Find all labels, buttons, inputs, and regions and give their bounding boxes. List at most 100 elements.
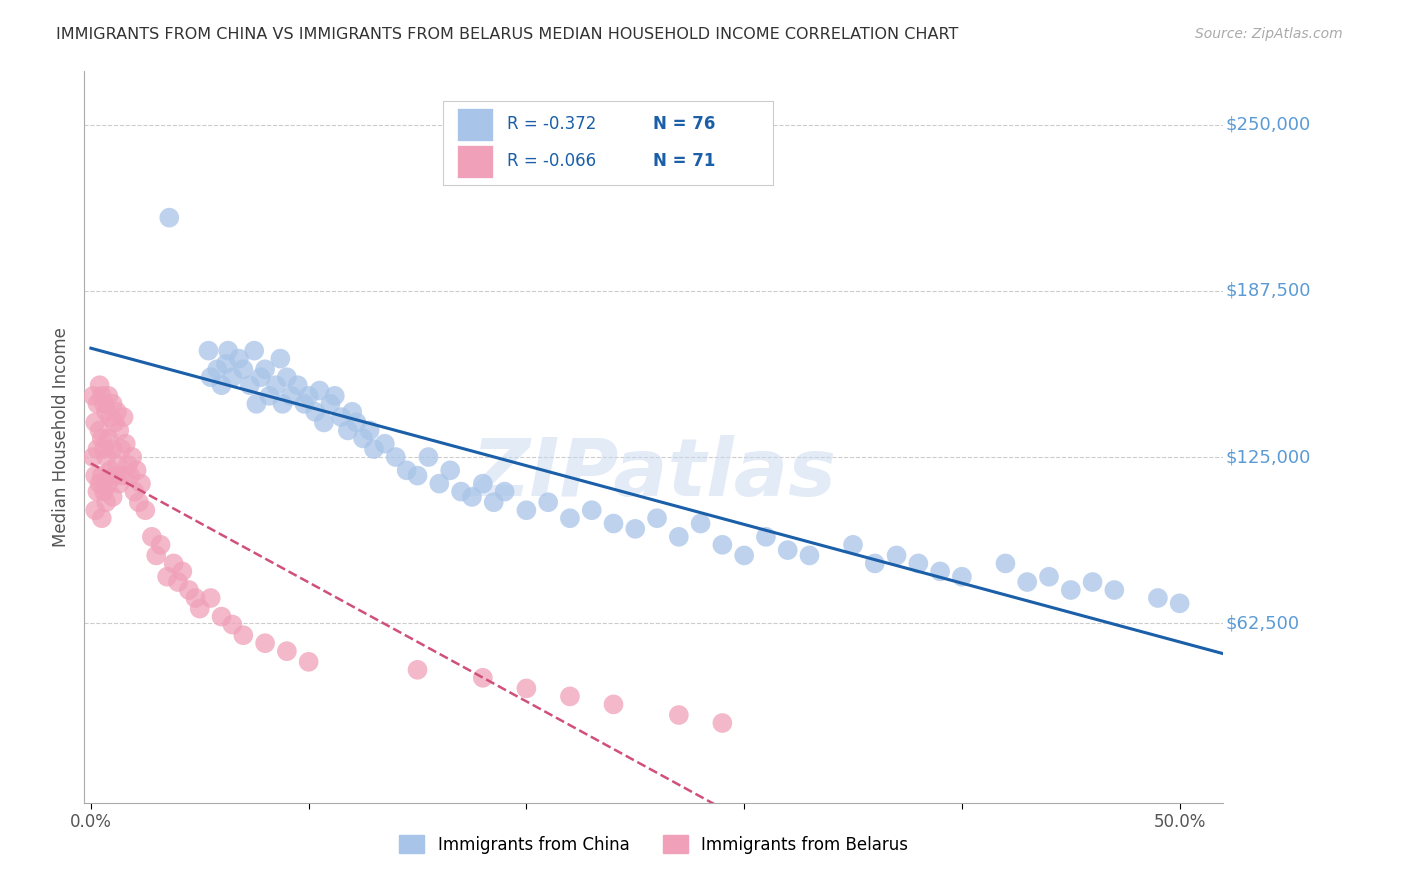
Point [110, 442, 132, 456]
Point [141, 530, 163, 544]
Point [94, 405, 117, 419]
Point [100, 463, 122, 477]
Point [776, 543, 799, 558]
Point [482, 495, 505, 509]
Point [124, 484, 146, 499]
Point [232, 628, 254, 642]
Text: $62,500: $62,500 [1226, 615, 1299, 632]
Text: ZIPatlas: ZIPatlas [471, 434, 837, 513]
Point [471, 671, 494, 685]
Point [863, 557, 886, 571]
Point [94, 450, 117, 464]
FancyBboxPatch shape [443, 101, 773, 185]
Point [581, 503, 603, 517]
Point [105, 405, 128, 419]
Point [90, 389, 112, 403]
Point [471, 476, 494, 491]
Point [907, 557, 929, 571]
Point [101, 397, 124, 411]
Point [112, 468, 135, 483]
Text: $187,500: $187,500 [1226, 282, 1310, 300]
Point [200, 370, 222, 384]
Point [254, 362, 277, 376]
Point [461, 490, 484, 504]
Point [211, 609, 233, 624]
Point [711, 716, 734, 731]
Point [205, 362, 228, 376]
Point [184, 591, 207, 605]
Point [276, 644, 298, 658]
Point [439, 463, 461, 477]
Point [340, 405, 363, 419]
Point [104, 416, 127, 430]
Point [304, 405, 326, 419]
Point [100, 410, 122, 425]
Point [269, 351, 291, 366]
Point [330, 410, 353, 425]
Point [145, 549, 167, 563]
Point [689, 516, 711, 531]
Point [217, 343, 239, 358]
Point [1147, 591, 1170, 605]
Point [515, 681, 537, 696]
Point [93, 442, 115, 456]
Point [1168, 596, 1191, 610]
Point [112, 410, 135, 425]
Point [323, 389, 346, 403]
Point [1104, 582, 1126, 597]
Point [733, 549, 755, 563]
Text: IMMIGRANTS FROM CHINA VS IMMIGRANTS FROM BELARUS MEDIAN HOUSEHOLD INCOME CORRELA: IMMIGRANTS FROM CHINA VS IMMIGRANTS FROM… [56, 27, 959, 42]
Point [86, 442, 108, 456]
Point [249, 370, 271, 384]
Point [134, 503, 156, 517]
Point [156, 570, 179, 584]
Point [418, 450, 440, 464]
Point [101, 490, 124, 504]
Point [89, 476, 111, 491]
Point [319, 397, 342, 411]
Point [259, 389, 281, 403]
Point [82, 450, 104, 464]
Point [359, 424, 381, 438]
Point [374, 436, 396, 450]
Point [188, 601, 211, 615]
Point [602, 516, 624, 531]
Point [128, 495, 150, 509]
Point [121, 450, 143, 464]
Point [450, 484, 472, 499]
Point [101, 442, 124, 456]
Point [93, 484, 115, 499]
Point [346, 416, 368, 430]
Text: $250,000: $250,000 [1226, 116, 1310, 134]
Y-axis label: Median Household Income: Median Household Income [52, 327, 70, 547]
Point [90, 511, 112, 525]
Point [232, 362, 254, 376]
Point [84, 416, 107, 430]
Text: Source: ZipAtlas.com: Source: ZipAtlas.com [1195, 27, 1343, 41]
Point [384, 450, 406, 464]
Point [494, 484, 516, 499]
Point [427, 476, 450, 491]
Point [84, 468, 107, 483]
Point [167, 575, 190, 590]
Point [86, 397, 108, 411]
Point [239, 378, 262, 392]
Point [89, 378, 111, 392]
Point [298, 655, 321, 669]
Point [82, 389, 104, 403]
Point [117, 458, 139, 472]
FancyBboxPatch shape [457, 108, 494, 141]
Point [406, 468, 429, 483]
Point [172, 565, 194, 579]
Legend: Immigrants from China, Immigrants from Belarus: Immigrants from China, Immigrants from B… [392, 829, 915, 860]
Point [363, 442, 385, 456]
Point [602, 698, 624, 712]
Point [886, 549, 908, 563]
Point [1060, 582, 1083, 597]
FancyBboxPatch shape [457, 145, 494, 178]
Point [668, 708, 690, 723]
Point [90, 431, 112, 445]
Point [336, 424, 359, 438]
Point [97, 431, 120, 445]
Point [108, 476, 131, 491]
